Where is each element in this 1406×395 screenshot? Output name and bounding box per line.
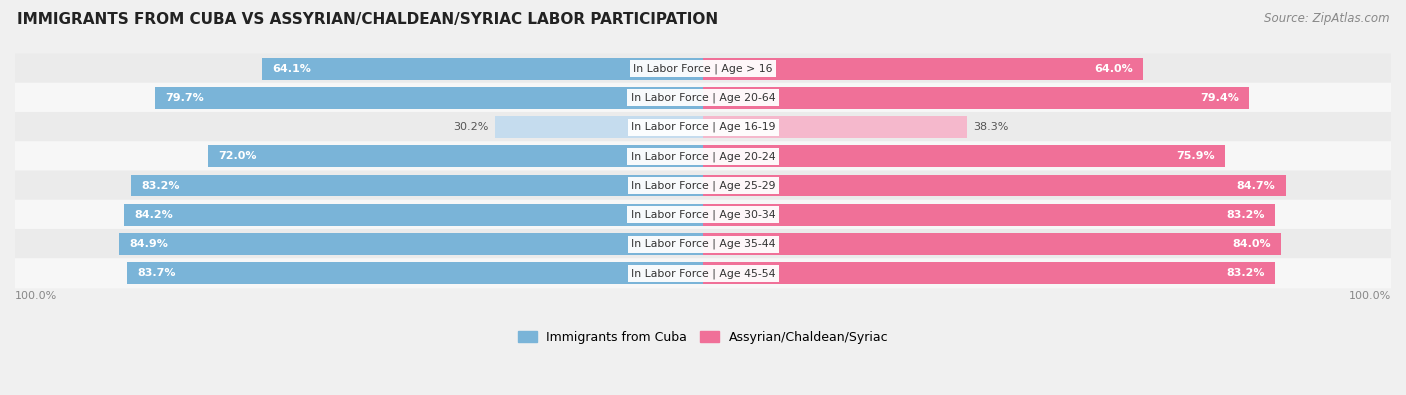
Text: 64.0%: 64.0% bbox=[1094, 64, 1133, 73]
Text: 83.2%: 83.2% bbox=[1226, 268, 1265, 278]
Text: 30.2%: 30.2% bbox=[453, 122, 488, 132]
Bar bbox=[703, 87, 1250, 109]
Text: 83.2%: 83.2% bbox=[141, 181, 180, 190]
FancyBboxPatch shape bbox=[15, 229, 1391, 259]
Text: In Labor Force | Age 45-54: In Labor Force | Age 45-54 bbox=[631, 268, 775, 278]
Text: 83.2%: 83.2% bbox=[1226, 210, 1265, 220]
Text: 84.7%: 84.7% bbox=[1237, 181, 1275, 190]
Bar bbox=[703, 58, 1143, 79]
Text: 75.9%: 75.9% bbox=[1177, 151, 1215, 161]
Bar bbox=[155, 87, 703, 109]
Text: 100.0%: 100.0% bbox=[1348, 291, 1391, 301]
Bar bbox=[124, 204, 703, 226]
Text: 64.1%: 64.1% bbox=[273, 64, 311, 73]
Bar bbox=[208, 145, 703, 167]
Text: 84.9%: 84.9% bbox=[129, 239, 169, 249]
Bar bbox=[703, 175, 1285, 196]
Text: In Labor Force | Age 20-24: In Labor Force | Age 20-24 bbox=[631, 151, 775, 162]
Text: 79.4%: 79.4% bbox=[1201, 93, 1239, 103]
Bar bbox=[703, 262, 1275, 284]
Bar bbox=[703, 204, 1275, 226]
Text: 100.0%: 100.0% bbox=[15, 291, 58, 301]
Text: In Labor Force | Age 20-64: In Labor Force | Age 20-64 bbox=[631, 92, 775, 103]
Text: In Labor Force | Age 25-29: In Labor Force | Age 25-29 bbox=[631, 180, 775, 191]
Bar bbox=[127, 262, 703, 284]
Bar bbox=[703, 145, 1225, 167]
Text: IMMIGRANTS FROM CUBA VS ASSYRIAN/CHALDEAN/SYRIAC LABOR PARTICIPATION: IMMIGRANTS FROM CUBA VS ASSYRIAN/CHALDEA… bbox=[17, 12, 718, 27]
Bar bbox=[131, 175, 703, 196]
Text: 72.0%: 72.0% bbox=[218, 151, 256, 161]
Legend: Immigrants from Cuba, Assyrian/Chaldean/Syriac: Immigrants from Cuba, Assyrian/Chaldean/… bbox=[513, 326, 893, 349]
Text: In Labor Force | Age 35-44: In Labor Force | Age 35-44 bbox=[631, 239, 775, 249]
FancyBboxPatch shape bbox=[15, 171, 1391, 201]
Text: 38.3%: 38.3% bbox=[973, 122, 1008, 132]
FancyBboxPatch shape bbox=[15, 141, 1391, 171]
Bar bbox=[120, 233, 703, 255]
Text: 79.7%: 79.7% bbox=[165, 93, 204, 103]
Bar bbox=[703, 233, 1281, 255]
Text: In Labor Force | Age > 16: In Labor Force | Age > 16 bbox=[633, 63, 773, 74]
FancyBboxPatch shape bbox=[15, 53, 1391, 84]
Text: In Labor Force | Age 16-19: In Labor Force | Age 16-19 bbox=[631, 122, 775, 132]
Bar bbox=[495, 116, 703, 138]
Bar bbox=[703, 116, 966, 138]
Bar bbox=[262, 58, 703, 79]
Text: Source: ZipAtlas.com: Source: ZipAtlas.com bbox=[1264, 12, 1389, 25]
Text: 83.7%: 83.7% bbox=[138, 268, 176, 278]
FancyBboxPatch shape bbox=[15, 200, 1391, 230]
FancyBboxPatch shape bbox=[15, 258, 1391, 288]
Text: 84.2%: 84.2% bbox=[134, 210, 173, 220]
Text: 84.0%: 84.0% bbox=[1232, 239, 1271, 249]
FancyBboxPatch shape bbox=[15, 83, 1391, 113]
Text: In Labor Force | Age 30-34: In Labor Force | Age 30-34 bbox=[631, 209, 775, 220]
FancyBboxPatch shape bbox=[15, 112, 1391, 142]
